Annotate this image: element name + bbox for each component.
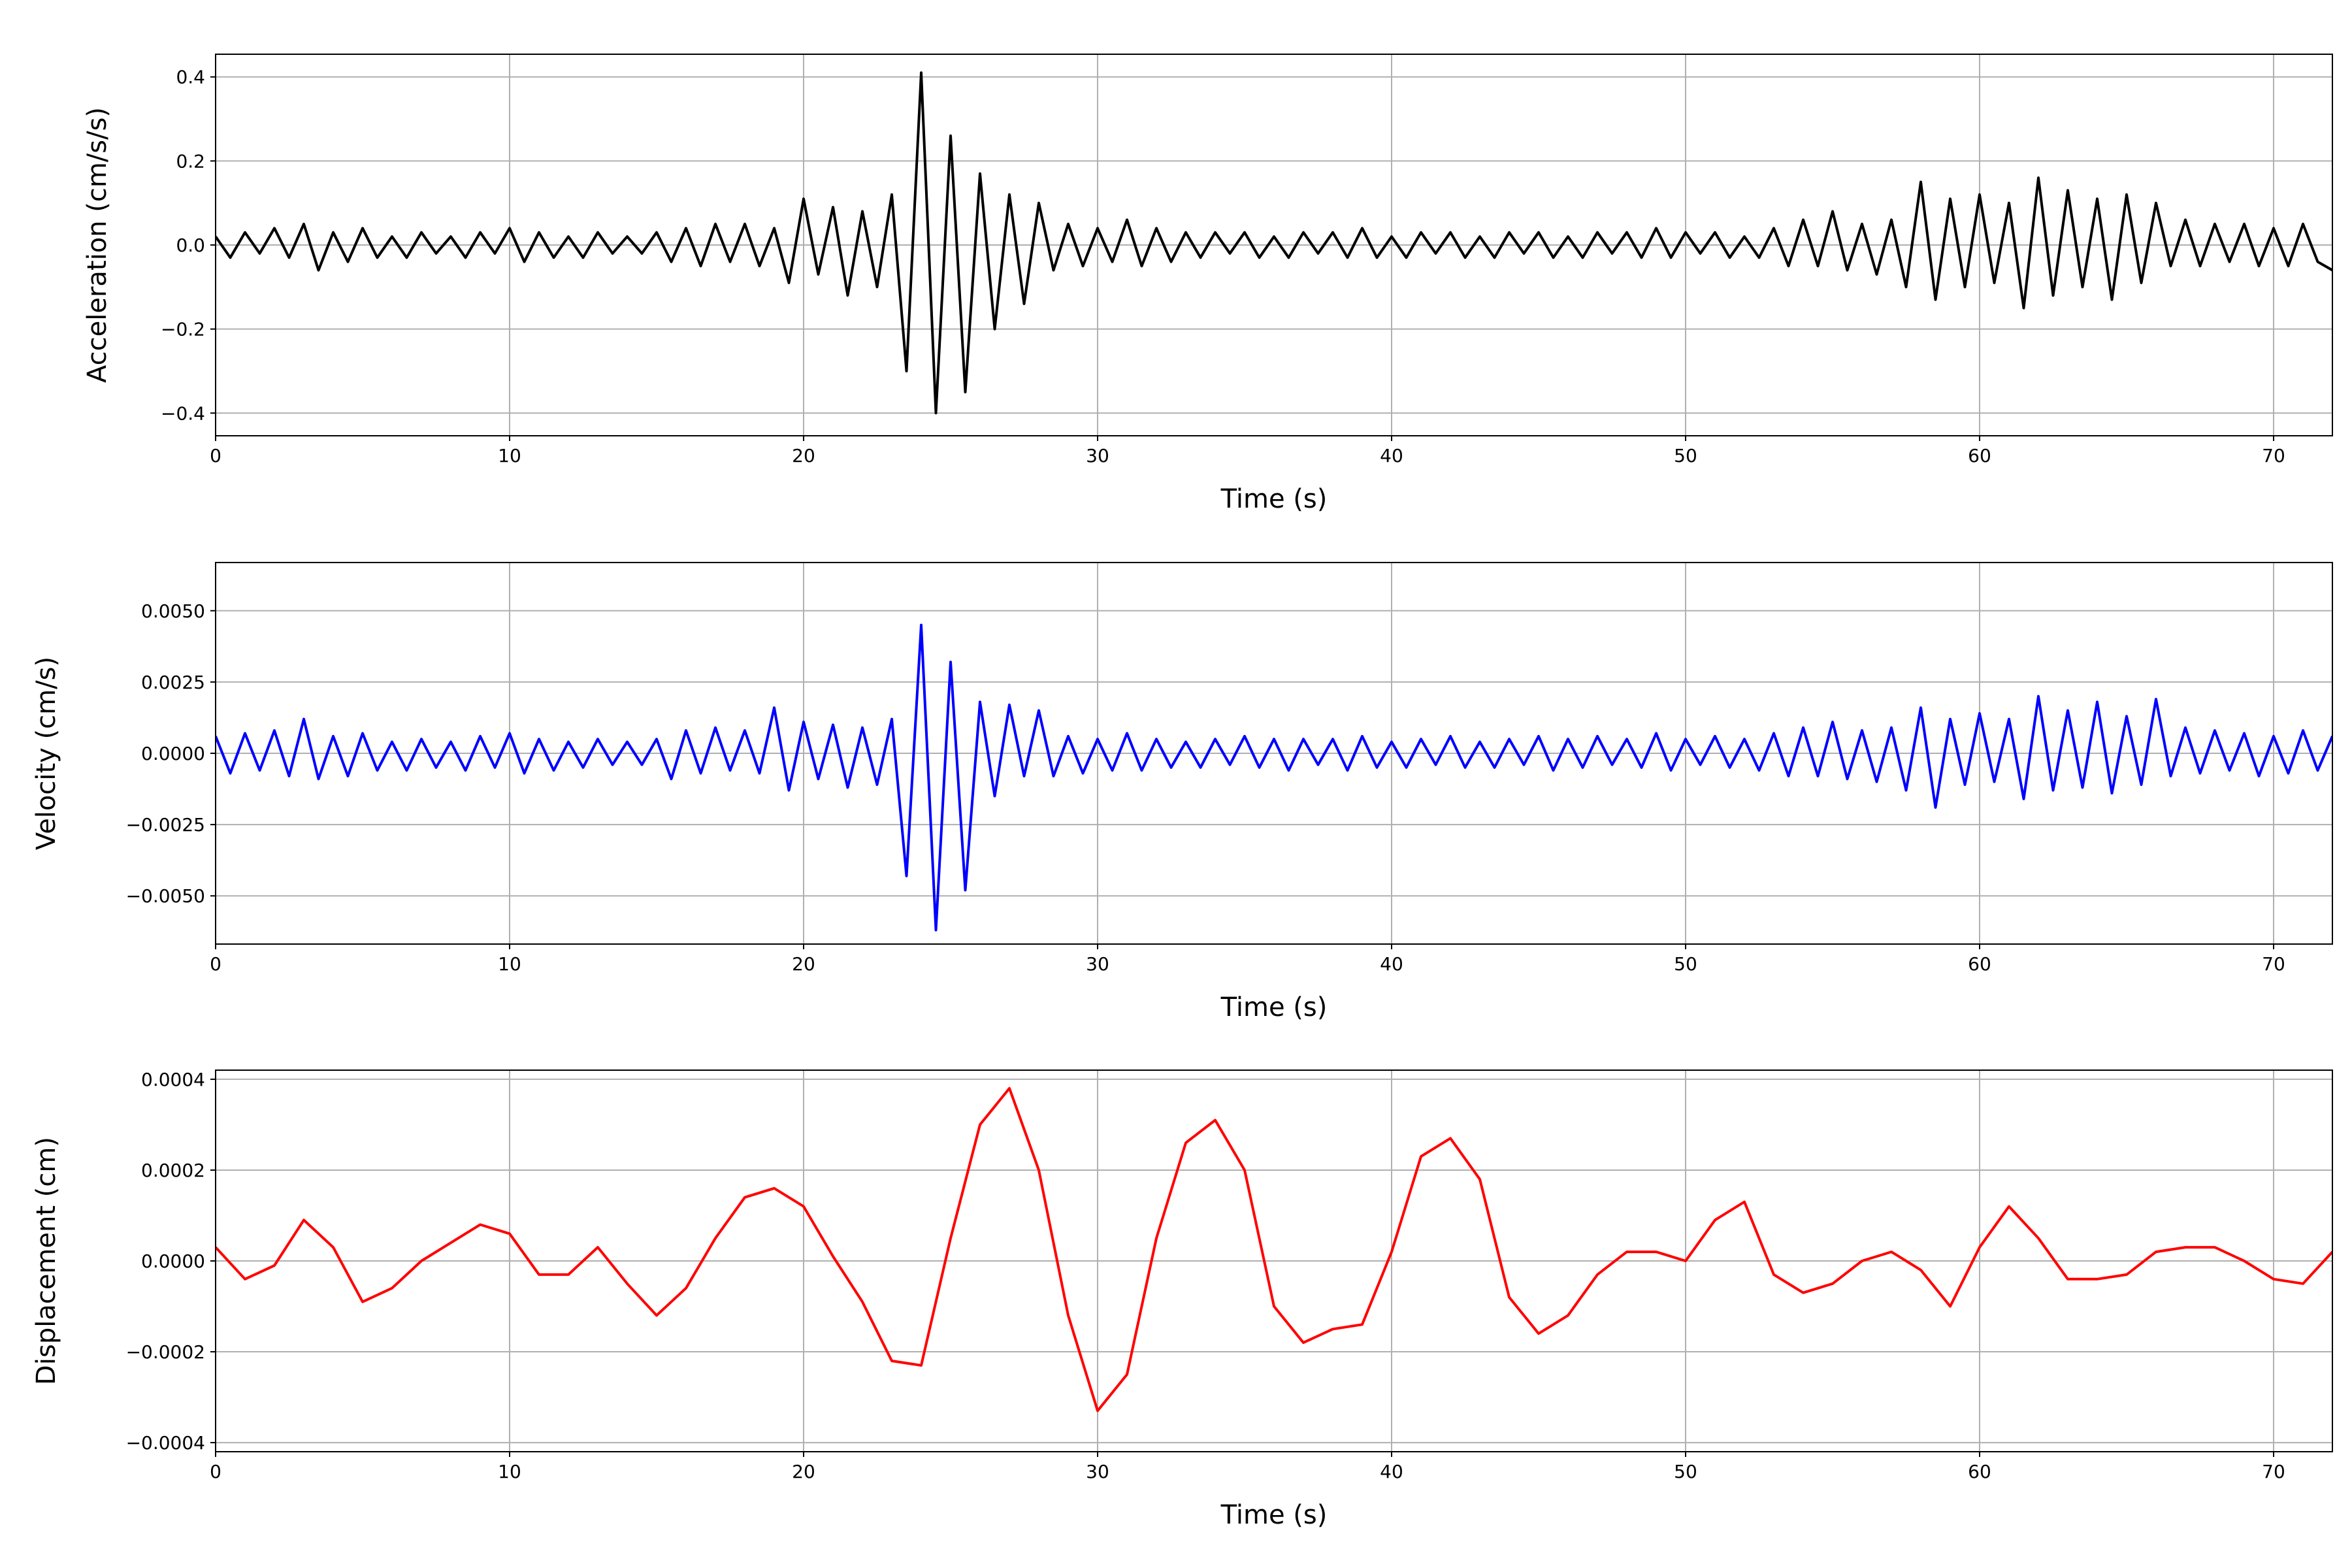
x-tick-label: 30 xyxy=(1086,1461,1109,1482)
x-tick-label: 40 xyxy=(1380,1461,1403,1482)
x-tick-label: 0 xyxy=(210,1461,221,1482)
x-tick-label: 60 xyxy=(1968,953,1991,975)
y-tick-label: 0.0000 xyxy=(141,743,205,764)
x-tick-label: 0 xyxy=(210,445,221,466)
y-tick-label: 0.4 xyxy=(176,67,205,88)
line xyxy=(216,1086,2332,1413)
y-tick-label: 0.0 xyxy=(176,235,205,256)
y-tick-label: −0.0004 xyxy=(126,1432,205,1454)
x-tick-label: 30 xyxy=(1086,445,1109,466)
axes-frame xyxy=(215,54,2333,436)
y-tick-label: −0.0002 xyxy=(126,1341,205,1363)
y-tick-label: −0.0025 xyxy=(126,814,205,836)
y-tick-label: −0.0050 xyxy=(126,885,205,907)
y-axis-label: Velocity (cm/s) xyxy=(31,657,61,850)
x-tick-label: 50 xyxy=(1674,1461,1697,1482)
x-tick-label: 50 xyxy=(1674,953,1697,975)
y-tick-label: 0.0002 xyxy=(141,1160,205,1181)
x-tick-label: 60 xyxy=(1968,445,1991,466)
x-tick-label: 30 xyxy=(1086,953,1109,975)
y-axis-label: Displacement (cm) xyxy=(31,1137,61,1385)
x-tick-label: 10 xyxy=(498,1461,521,1482)
x-tick-label: 20 xyxy=(792,1461,815,1482)
x-axis-label: Time (s) xyxy=(1220,484,1328,514)
axes-frame xyxy=(215,562,2333,945)
x-tick-label: 70 xyxy=(2262,445,2285,466)
x-tick-label: 0 xyxy=(210,953,221,975)
x-tick-label: 10 xyxy=(498,445,521,466)
y-tick-label: 0.0050 xyxy=(141,600,205,622)
x-axis-label: Time (s) xyxy=(1220,992,1328,1022)
y-tick-label: 0.0004 xyxy=(141,1069,205,1090)
line xyxy=(216,623,2332,932)
y-tick-label: −0.4 xyxy=(161,402,205,424)
y-tick-label: 0.0000 xyxy=(141,1250,205,1272)
line xyxy=(216,71,2332,415)
x-tick-label: 50 xyxy=(1674,445,1697,466)
axes-frame xyxy=(215,1070,2333,1452)
y-tick-label: −0.2 xyxy=(161,319,205,340)
y-tick-label: 0.0025 xyxy=(141,672,205,693)
y-tick-label: 0.2 xyxy=(176,150,205,172)
x-axis-label: Time (s) xyxy=(1220,1500,1328,1530)
y-axis-label: Acceleration (cm/s/s) xyxy=(82,107,112,383)
x-tick-label: 20 xyxy=(792,445,815,466)
x-tick-label: 70 xyxy=(2262,1461,2285,1482)
x-tick-label: 40 xyxy=(1380,953,1403,975)
x-tick-label: 70 xyxy=(2262,953,2285,975)
x-tick-label: 20 xyxy=(792,953,815,975)
x-tick-label: 60 xyxy=(1968,1461,1991,1482)
x-tick-label: 10 xyxy=(498,953,521,975)
x-tick-label: 40 xyxy=(1380,445,1403,466)
